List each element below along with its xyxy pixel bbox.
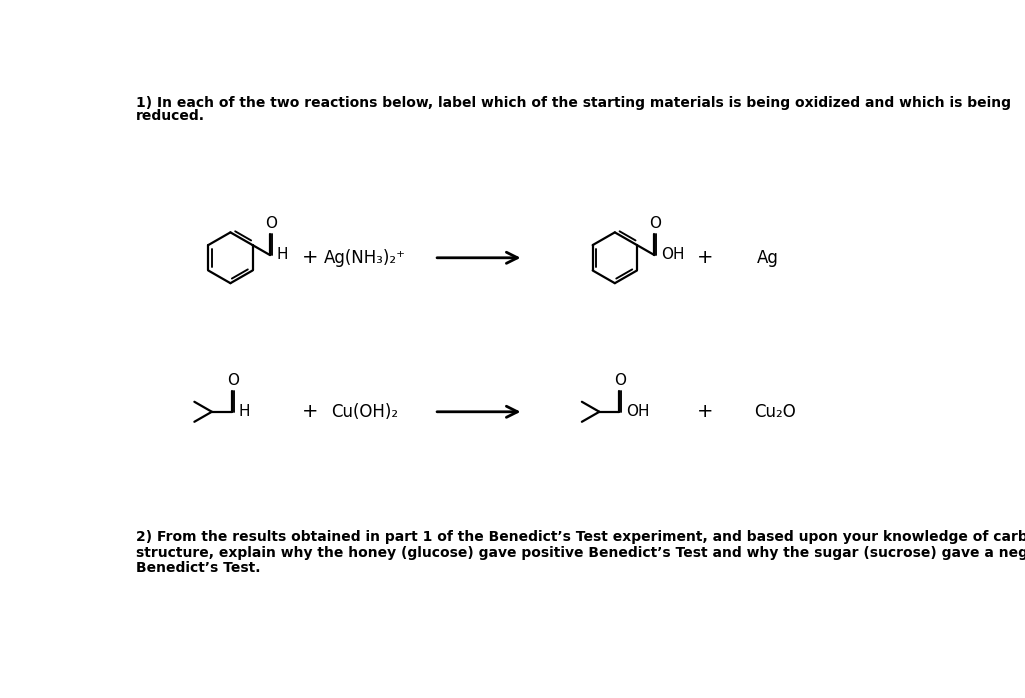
Text: Benedict’s Test.: Benedict’s Test. <box>136 561 260 575</box>
Text: H: H <box>277 247 288 262</box>
Text: OH: OH <box>661 247 685 262</box>
Text: H: H <box>239 403 250 419</box>
Text: Cu(OH)₂: Cu(OH)₂ <box>331 403 398 421</box>
Text: +: + <box>302 402 319 422</box>
Text: 1) In each of the two reactions below, label which of the starting materials is : 1) In each of the two reactions below, l… <box>136 96 1011 110</box>
Text: OH: OH <box>626 403 650 419</box>
Text: +: + <box>697 402 713 422</box>
Text: O: O <box>614 373 626 388</box>
Text: Ag(NH₃)₂⁺: Ag(NH₃)₂⁺ <box>324 248 406 267</box>
Text: +: + <box>697 248 713 267</box>
Text: reduced.: reduced. <box>136 109 205 123</box>
Text: structure, explain why the honey (glucose) gave positive Benedict’s Test and why: structure, explain why the honey (glucos… <box>136 546 1025 560</box>
Text: O: O <box>264 216 277 231</box>
Text: Ag: Ag <box>756 248 778 267</box>
Text: +: + <box>302 248 319 267</box>
Text: O: O <box>649 216 661 231</box>
Text: Cu₂O: Cu₂O <box>754 403 796 421</box>
Text: 2) From the results obtained in part 1 of the Benedict’s Test experiment, and ba: 2) From the results obtained in part 1 o… <box>136 530 1025 544</box>
Text: O: O <box>227 373 239 388</box>
